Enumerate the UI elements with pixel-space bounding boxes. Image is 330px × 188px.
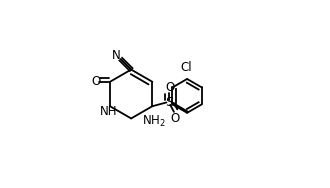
Text: NH: NH: [100, 105, 118, 118]
Text: N: N: [112, 49, 121, 62]
Text: O: O: [165, 81, 174, 94]
Text: S: S: [165, 96, 174, 109]
Text: NH$_2$: NH$_2$: [142, 114, 165, 129]
Text: O: O: [170, 111, 180, 125]
Text: Cl: Cl: [181, 61, 192, 74]
Text: O: O: [91, 75, 100, 88]
